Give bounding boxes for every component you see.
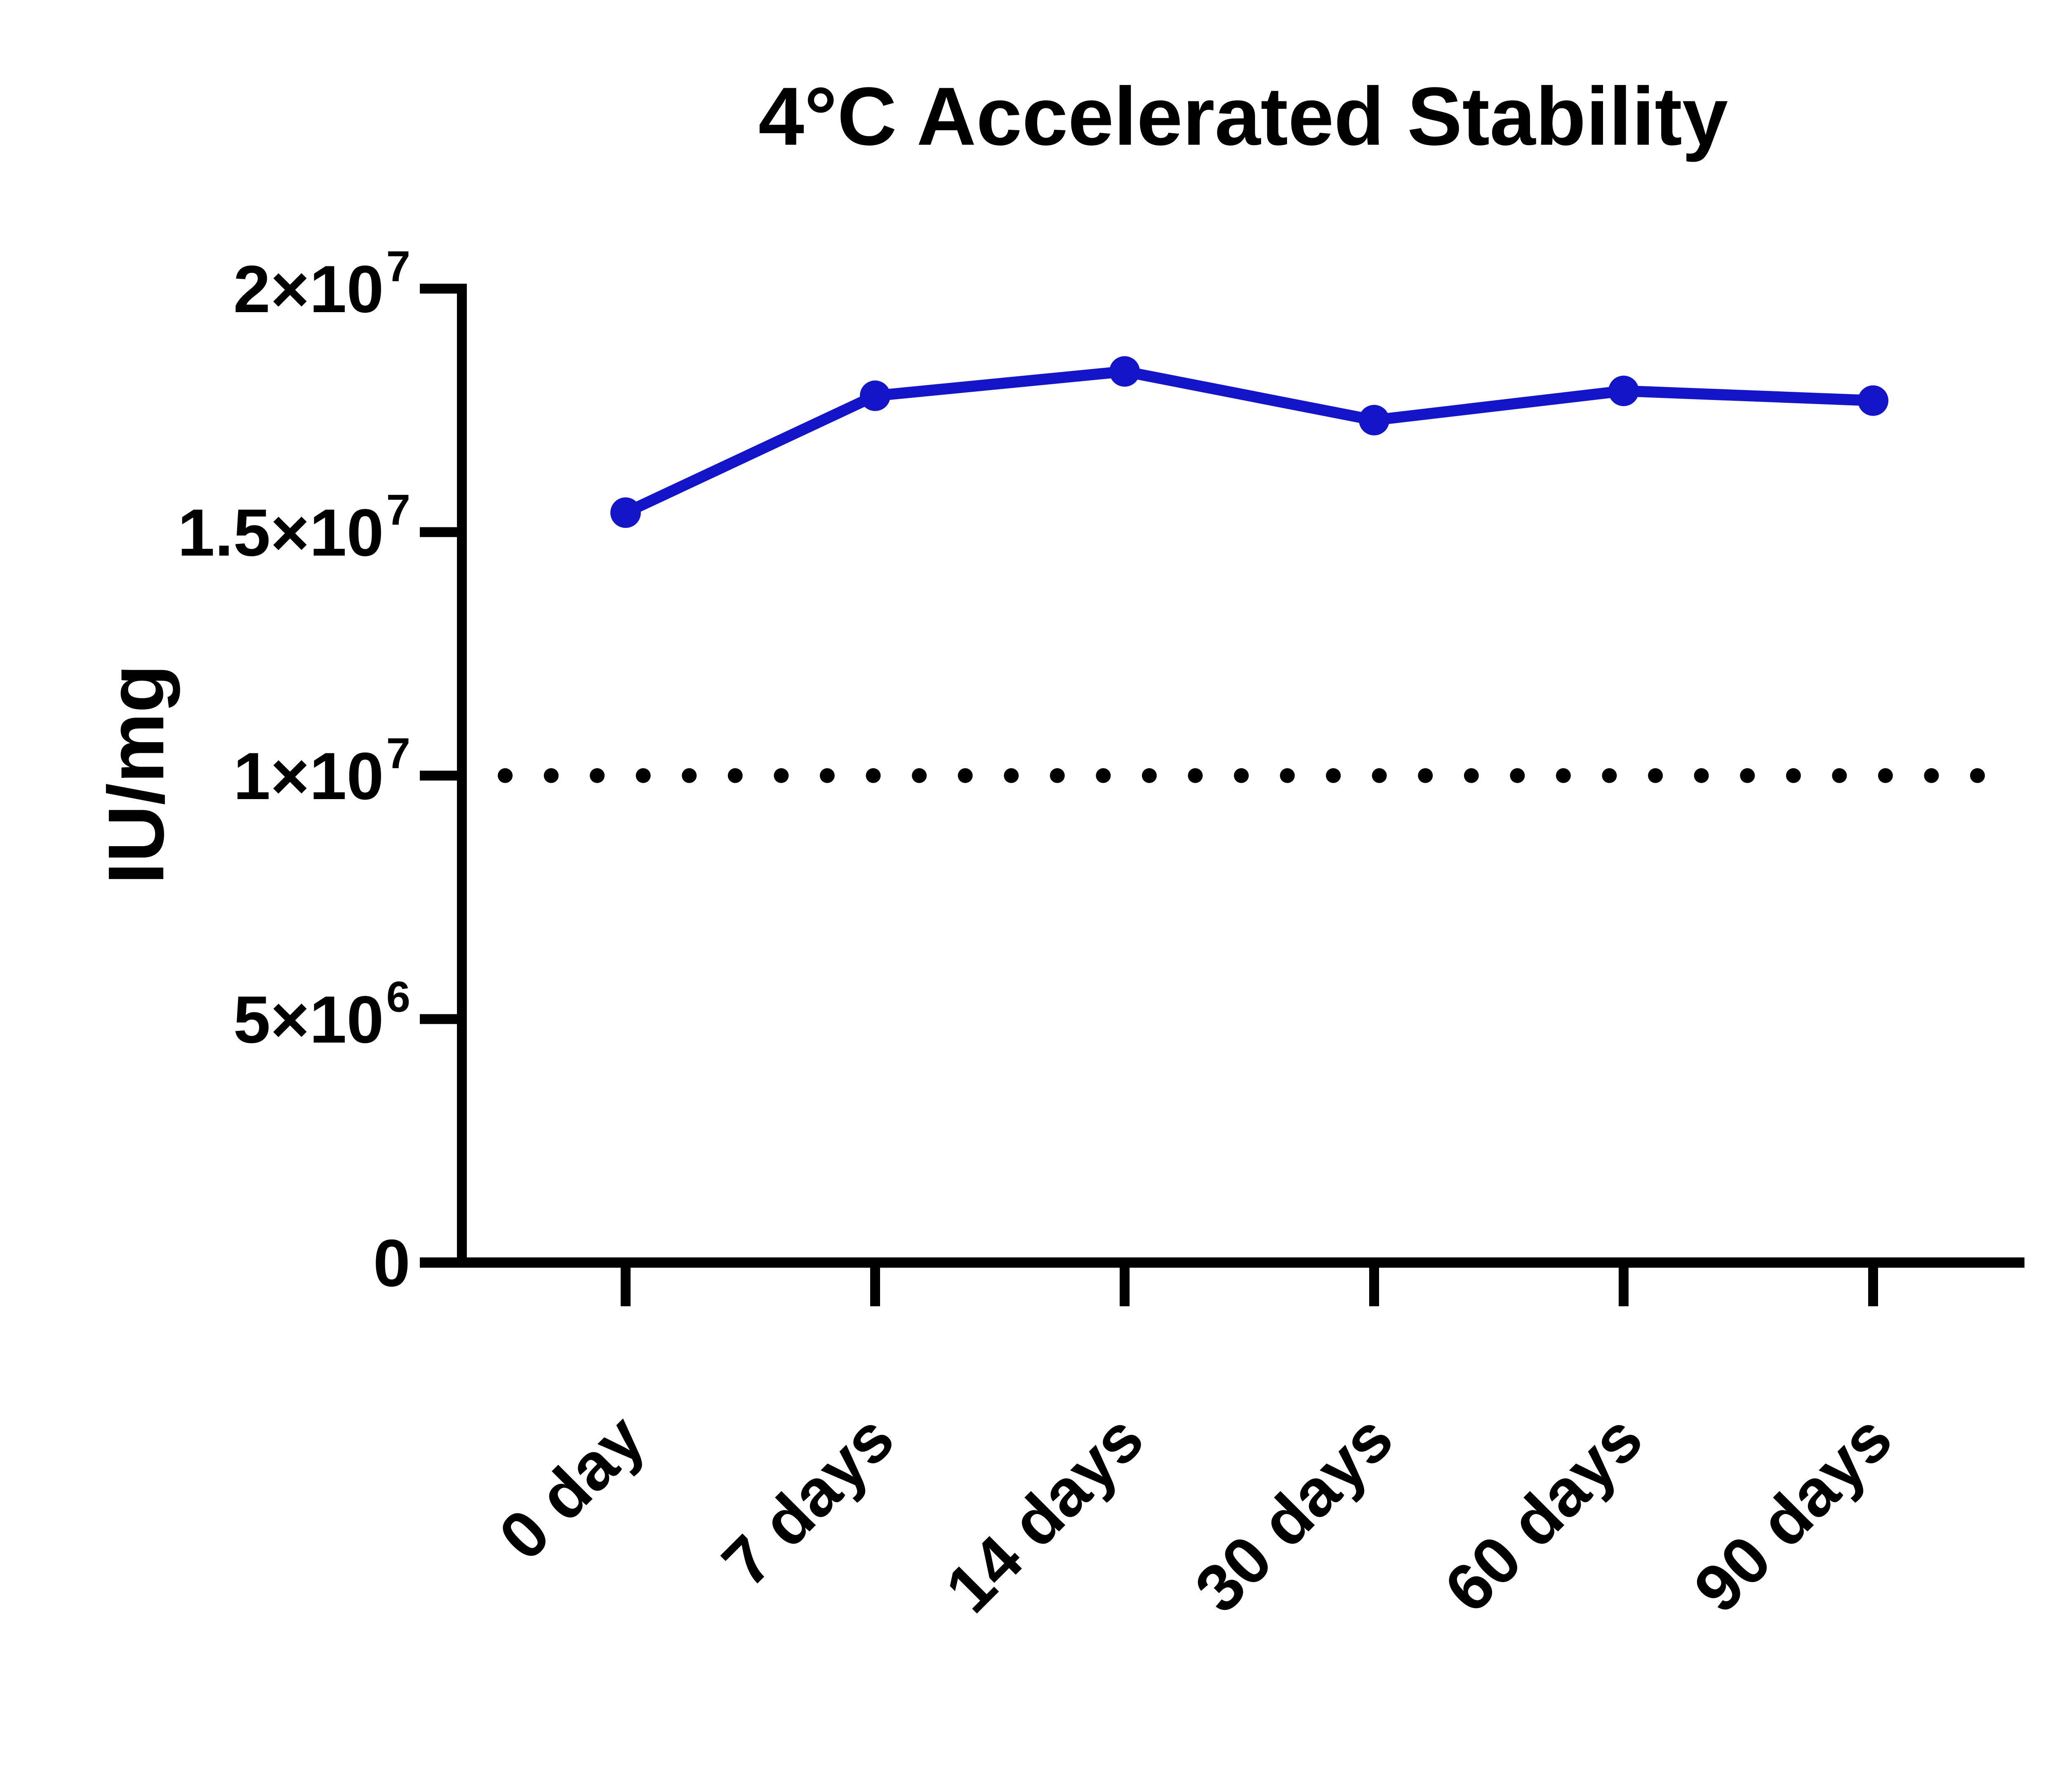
x-tick-label: 7 days xyxy=(708,1401,908,1601)
threshold-dot xyxy=(590,768,605,783)
threshold-dot xyxy=(1418,768,1433,783)
threshold-dot xyxy=(1142,768,1157,783)
y-tick-label: 5×106 xyxy=(233,973,410,1057)
data-point-marker xyxy=(610,497,641,528)
threshold-dot xyxy=(1648,768,1663,783)
threshold-dot xyxy=(1280,768,1295,783)
y-tick-label: 1.5×107 xyxy=(178,486,410,570)
threshold-dot xyxy=(1924,768,1939,783)
threshold-dot xyxy=(958,768,973,783)
y-tick-label: 1×107 xyxy=(233,729,410,814)
chart-title: 4°C Accelerated Stability xyxy=(758,71,1728,162)
threshold-dot xyxy=(1096,768,1111,783)
threshold-dot xyxy=(727,768,743,783)
threshold-dot xyxy=(1878,768,1893,783)
threshold-dot xyxy=(912,768,927,783)
x-tick-label: 90 days xyxy=(1680,1401,1906,1627)
series-line xyxy=(623,366,1874,518)
threshold-dot xyxy=(544,768,559,783)
y-ticks: 0 5×106 1×107 1.5×107 2×107 xyxy=(178,242,462,1300)
y-tick-label: 2×107 xyxy=(233,242,410,327)
threshold-dot xyxy=(1786,768,1801,783)
data-point-marker xyxy=(860,380,890,411)
threshold-line xyxy=(498,768,1985,783)
threshold-dot xyxy=(774,768,789,783)
data-point-marker xyxy=(1608,376,1639,406)
threshold-dot xyxy=(1556,768,1571,783)
x-tick-label: 30 days xyxy=(1181,1401,1407,1627)
threshold-dot xyxy=(866,768,881,783)
threshold-dot xyxy=(1740,768,1755,783)
x-tick-label: 0 day xyxy=(485,1401,659,1574)
series-markers xyxy=(610,356,1888,528)
threshold-dot xyxy=(636,768,651,783)
data-point-marker xyxy=(1359,404,1389,435)
threshold-dot xyxy=(1464,768,1479,783)
threshold-dot xyxy=(1510,768,1525,783)
x-ticks: 0 day 7 days 14 days 30 days 60 days 90 days xyxy=(485,1268,1906,1627)
x-tick-label: 60 days xyxy=(1430,1401,1656,1627)
threshold-dot xyxy=(819,768,835,783)
data-point-marker xyxy=(1858,385,1888,416)
threshold-dot xyxy=(1694,768,1709,783)
threshold-dot xyxy=(1188,768,1203,783)
threshold-dot xyxy=(1050,768,1065,783)
threshold-dot xyxy=(498,768,513,783)
data-point-marker xyxy=(1109,356,1140,387)
threshold-dot xyxy=(1004,768,1019,783)
threshold-dot xyxy=(1832,768,1847,783)
threshold-dot xyxy=(682,768,697,783)
threshold-dot xyxy=(1372,768,1387,783)
x-tick-label: 14 days xyxy=(931,1401,1157,1627)
threshold-dot xyxy=(1234,768,1249,783)
threshold-dot xyxy=(1326,768,1341,783)
threshold-dot xyxy=(1970,768,1985,783)
y-tick-label: 0 xyxy=(373,1226,410,1300)
threshold-dot xyxy=(1602,768,1617,783)
y-axis-title: IU/mg xyxy=(92,664,180,884)
